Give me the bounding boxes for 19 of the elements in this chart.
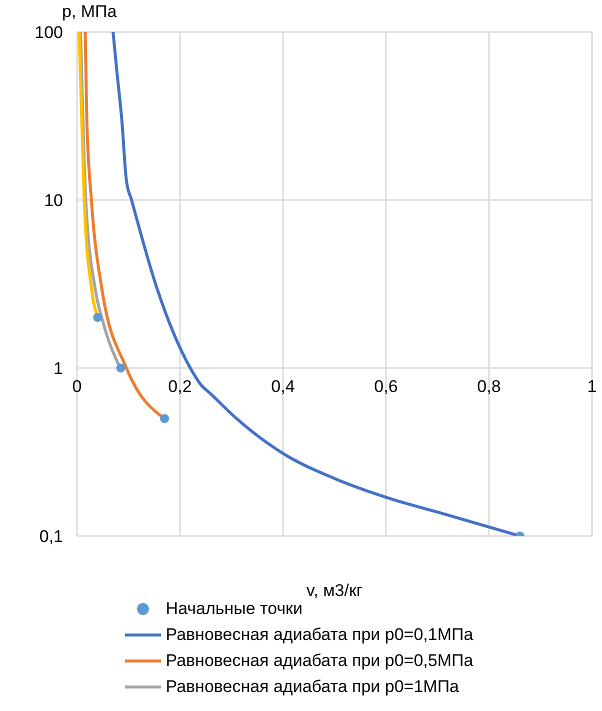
y-axis-title: p, МПа (62, 2, 117, 22)
x-tick-label: 0,2 (168, 377, 192, 396)
legend-label: Равновесная адиабата при p0=0,5МПа (166, 651, 474, 671)
y-tick-label: 100 (34, 23, 63, 42)
x-axis-title: v, м3/кг (306, 581, 363, 600)
y-tick-label: 1 (54, 359, 63, 378)
legend-label: Равновесная адиабата при p0=0,1МПа (166, 625, 474, 645)
legend-label: Начальные точки (166, 599, 302, 619)
point (93, 312, 102, 322)
y-tick-label: 0,1 (39, 527, 63, 546)
point (160, 414, 170, 424)
y-tick-label: 10 (44, 191, 63, 210)
x-tick-label: 1 (587, 377, 597, 396)
x-tick-label: 0,6 (374, 377, 398, 396)
x-tick-label: 0,4 (271, 377, 295, 396)
legend-label: Равновесная адиабата при p0=1МПа (166, 677, 459, 697)
x-tick-label: 0,8 (477, 377, 501, 396)
x-tick-label: 0 (72, 377, 82, 396)
point (116, 363, 126, 373)
